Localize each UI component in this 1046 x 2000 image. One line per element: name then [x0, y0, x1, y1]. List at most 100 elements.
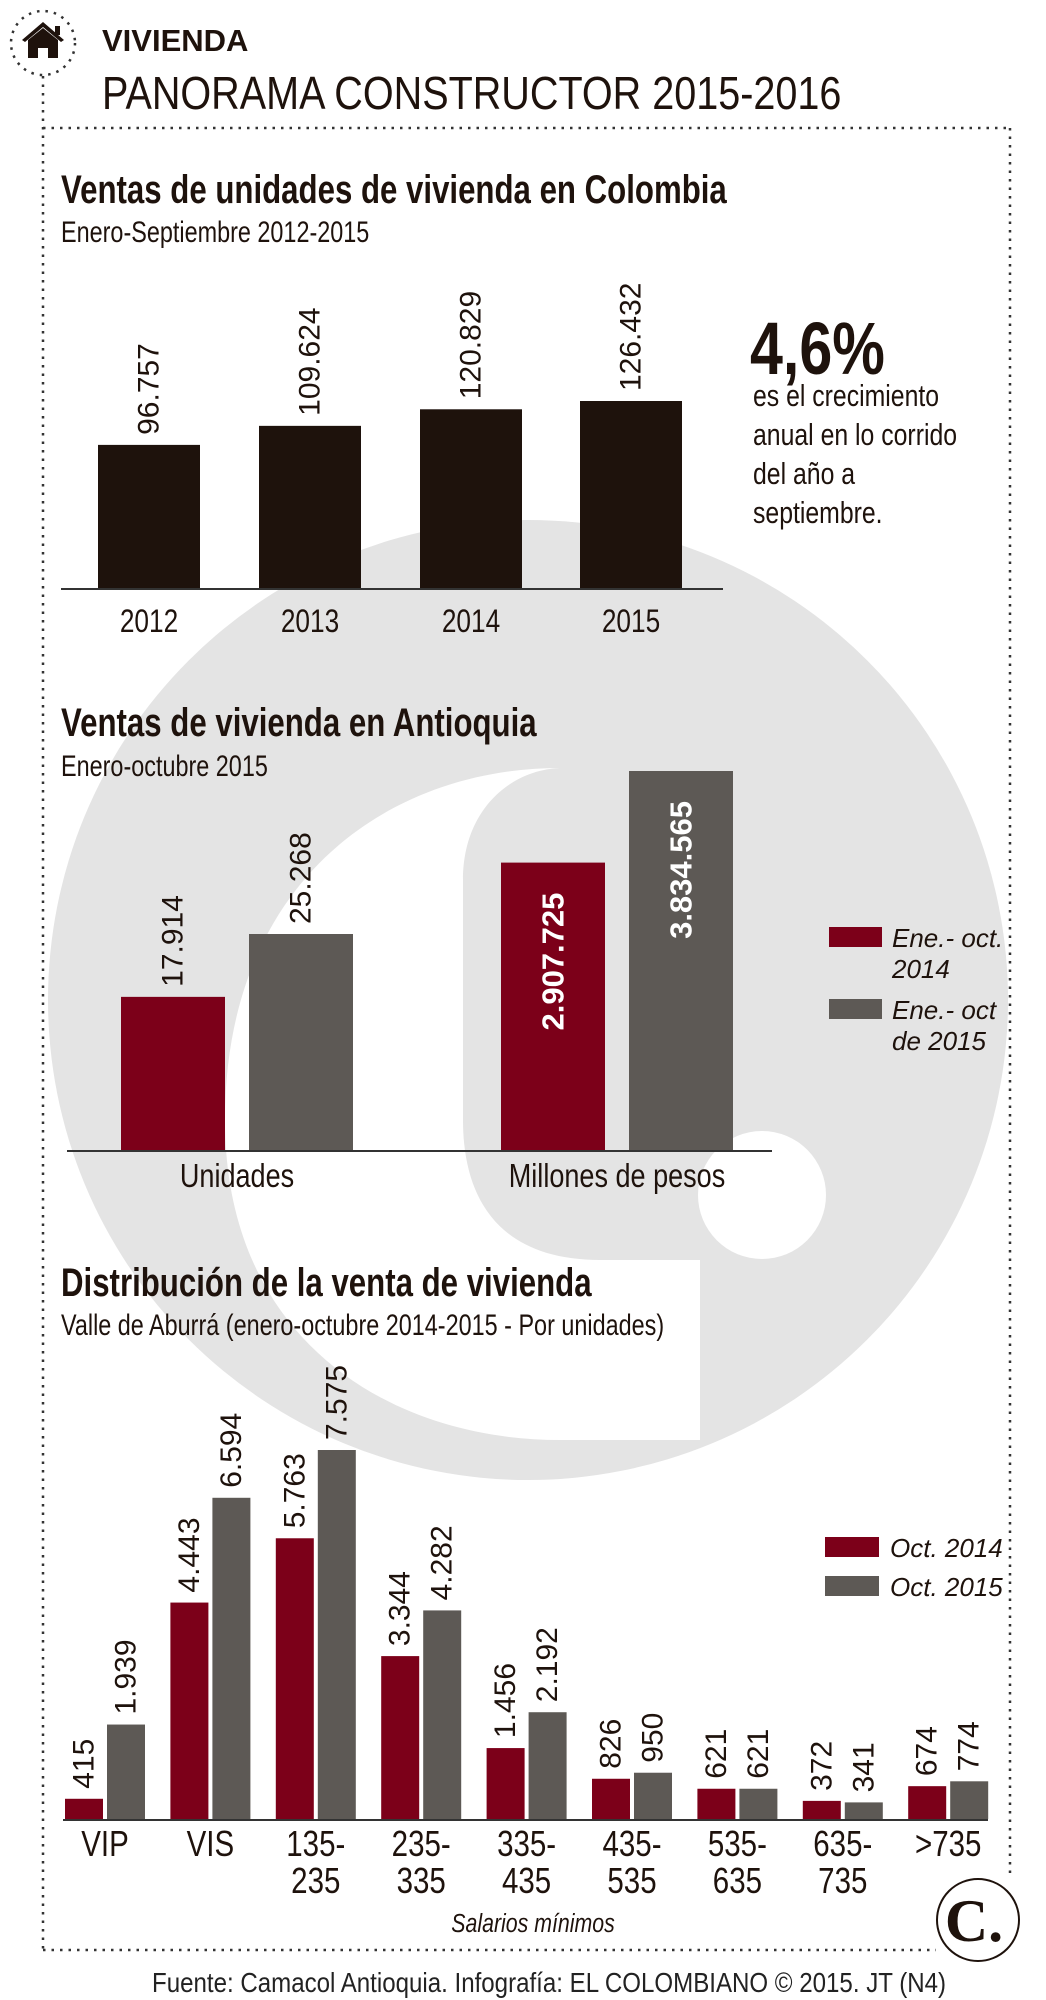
- bar-value-label: 120.829: [455, 291, 488, 399]
- bar-value-label: 3.344: [384, 1571, 417, 1646]
- legend-label: Ene.- oct.: [892, 923, 1003, 953]
- x-tick-label: 335: [397, 1860, 446, 1900]
- footer-source: Fuente: Camacol Antioquia. Infografía: E…: [152, 1967, 947, 1998]
- chart1-title: Ventas de unidades de vivienda en Colomb…: [61, 168, 727, 212]
- bar-235-335-1: [423, 1610, 462, 1819]
- bar-135-235-0: [275, 1538, 314, 1819]
- bar-value-label: 5.763: [278, 1453, 311, 1528]
- x-tick-label: 535-: [708, 1823, 767, 1863]
- x-axis-title: Salarios mínimos: [451, 1909, 615, 1939]
- bar-435-535-0: [592, 1778, 630, 1819]
- bar-value-label: 4.443: [173, 1517, 206, 1592]
- chart-antioquia: 17.914 25.268 Unidades 2.907.725 3.834.565 Mi…: [67, 771, 1003, 1195]
- bar-635-735-0: [802, 1800, 841, 1819]
- x-tick-label: 2015: [602, 605, 660, 640]
- legend-label: Ene.- oct: [892, 995, 998, 1025]
- chart2-title: Ventas de vivienda en Antioquia: [61, 701, 537, 745]
- bar-value-label: 1.939: [110, 1639, 143, 1714]
- bar-Unidades-0: [121, 996, 225, 1150]
- x-tick-label: 735: [818, 1860, 867, 1900]
- bar-value-label: 621: [742, 1729, 775, 1779]
- chart3-title: Distribución de la venta de vivienda: [61, 1261, 592, 1305]
- growth-line: es el crecimiento: [753, 378, 940, 413]
- bar-2012: [98, 444, 200, 588]
- bar-value-label: 6.594: [215, 1413, 248, 1488]
- bar-VIS-0: [170, 1602, 209, 1819]
- home-icon: [22, 22, 64, 58]
- bar-Unidades-1: [249, 934, 353, 1150]
- legend-swatch: [825, 1576, 879, 1596]
- bar-value-label: 3.834.565: [664, 801, 699, 939]
- bar-value-label: 372: [805, 1741, 838, 1791]
- chart3-subtitle: Valle de Aburrá (enero-octubre 2014-2015…: [61, 1309, 665, 1342]
- growth-line: septiembre.: [753, 495, 883, 530]
- legend-swatch: [829, 927, 882, 947]
- legend-label: 2014: [891, 954, 950, 984]
- bar-235-335-0: [381, 1656, 420, 1819]
- bar-value-label: 774: [953, 1721, 986, 1771]
- x-tick-label: 2013: [281, 605, 339, 640]
- bar-Millones de pesos-1: [629, 771, 733, 1150]
- bar-value-label: 2.907.725: [536, 893, 571, 1031]
- legend-label: Oct. 2014: [890, 1533, 1003, 1563]
- chart1-subtitle: Enero-Septiembre 2012-2015: [61, 216, 370, 249]
- x-tick-label: Millones de pesos: [509, 1159, 725, 1195]
- bar-value-label: 1.456: [489, 1663, 522, 1738]
- x-tick-label: >735: [915, 1823, 981, 1863]
- growth-description: es el crecimiento anual en lo corrido de…: [753, 376, 957, 532]
- bar-value-label: 4.282: [426, 1525, 459, 1600]
- bar-2013: [259, 425, 361, 588]
- bar-435-535-1: [634, 1772, 672, 1819]
- bar-335-435-0: [486, 1748, 525, 1819]
- growth-line: del año a: [753, 456, 856, 491]
- bar-value-label: 25.268: [285, 832, 318, 924]
- x-tick-label: VIS: [187, 1823, 235, 1863]
- chart-colombia: 96.757 2012 109.624 2013 120.829 2014 126.432 2…: [61, 283, 723, 640]
- bar-VIP-1: [107, 1724, 145, 1819]
- bar-value-label: 96.757: [133, 343, 166, 435]
- bar-VIP-0: [65, 1798, 103, 1819]
- x-tick-label: 2014: [442, 605, 500, 640]
- x-tick-label: VIP: [81, 1823, 129, 1863]
- x-tick-label: 435: [502, 1860, 551, 1900]
- bar-value-label: 17.914: [157, 895, 190, 987]
- x-tick-label: 135-: [286, 1823, 345, 1863]
- el-colombiano-logo: C.: [936, 1878, 1020, 1962]
- x-tick-label: 435-: [602, 1823, 661, 1863]
- bar-635-735-1: [844, 1802, 883, 1819]
- bar-335-435-1: [528, 1712, 567, 1819]
- x-tick-label: 635: [713, 1860, 762, 1900]
- bar-535-635-0: [697, 1788, 736, 1819]
- legend-label: Oct. 2015: [890, 1572, 1003, 1602]
- bar-value-label: 126.432: [615, 283, 648, 391]
- bar-value-label: 109.624: [294, 307, 327, 415]
- logo-letter: C.: [945, 1888, 1003, 1954]
- x-tick-label: 535: [607, 1860, 656, 1900]
- x-tick-label: Unidades: [180, 1159, 294, 1195]
- legend-label: de 2015: [892, 1026, 987, 1056]
- bar-535-635-1: [739, 1788, 778, 1819]
- bar-value-label: 674: [911, 1726, 944, 1776]
- legend-swatch: [825, 1537, 879, 1557]
- dotted-frame: [9, 9, 1012, 1952]
- bar-value-label: 415: [68, 1739, 101, 1789]
- bar->735-0: [908, 1786, 947, 1819]
- bar-value-label: 341: [847, 1742, 880, 1792]
- x-tick-label: 235-: [392, 1823, 451, 1863]
- x-tick-label: 635-: [813, 1823, 872, 1863]
- bar-value-label: 621: [700, 1729, 733, 1779]
- x-tick-label: 235: [291, 1860, 340, 1900]
- bar-value-label: 950: [637, 1713, 670, 1763]
- page-title: PANORAMA CONSTRUCTOR 2015-2016: [102, 67, 842, 119]
- bar-value-label: 826: [595, 1719, 628, 1769]
- bar-2015: [580, 401, 682, 588]
- home-icon-ring: [9, 9, 77, 77]
- growth-line: anual en lo corrido: [753, 417, 958, 452]
- section-label: VIVIENDA: [102, 23, 249, 58]
- bar-2014: [420, 409, 522, 588]
- bar->735-1: [950, 1781, 989, 1819]
- bar-Millones de pesos-0: [501, 862, 605, 1150]
- growth-value: 4,6%: [750, 307, 885, 390]
- bar-value-label: 2.192: [531, 1627, 564, 1702]
